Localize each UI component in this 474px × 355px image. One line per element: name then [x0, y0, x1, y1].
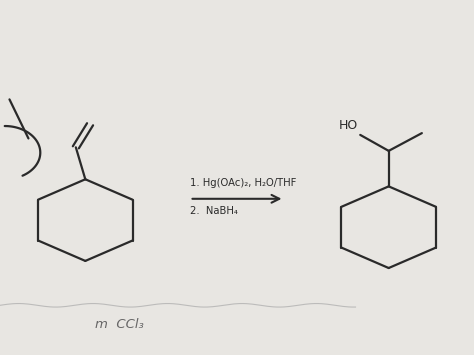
Text: 2.  NaBH₄: 2. NaBH₄ [190, 206, 237, 216]
Text: HO: HO [338, 119, 358, 132]
Text: m  CCl₃: m CCl₃ [95, 318, 144, 331]
Text: 1. Hg(OAc)₂, H₂O/THF: 1. Hg(OAc)₂, H₂O/THF [190, 178, 296, 188]
